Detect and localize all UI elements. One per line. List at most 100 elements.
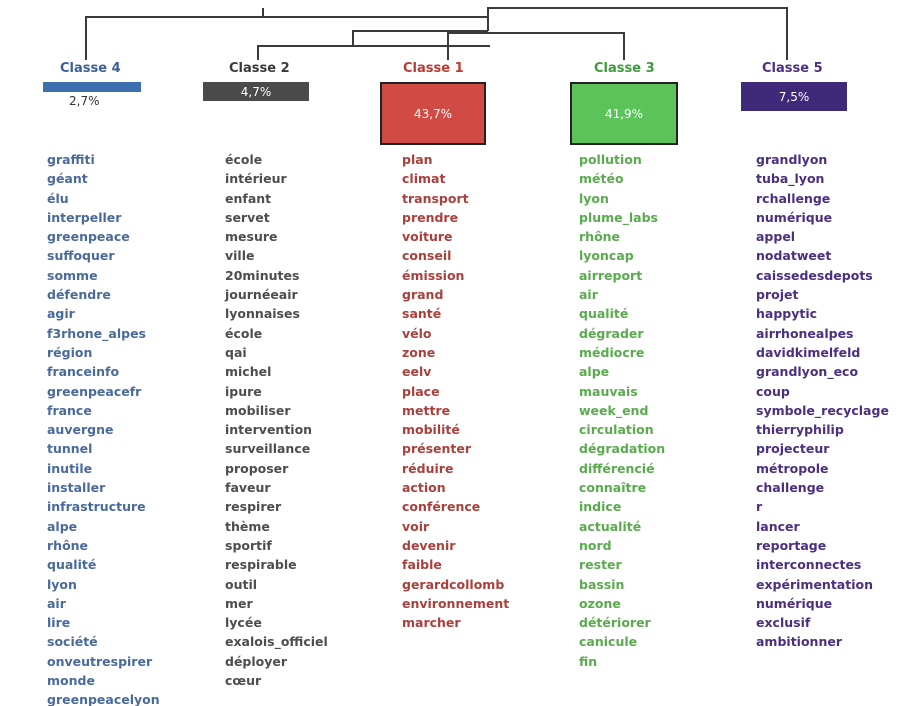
list-item: vélo	[402, 325, 432, 341]
list-item: inutile	[47, 460, 93, 476]
list-item: proposer	[225, 460, 289, 476]
list-item: émission	[402, 267, 465, 283]
list-item: r	[756, 499, 763, 515]
list-item: différencié	[579, 460, 655, 476]
list-item: lire	[47, 615, 71, 631]
list-item: école	[225, 325, 263, 341]
list-item: auvergne	[47, 422, 114, 438]
list-item: installer	[47, 480, 106, 496]
list-item: ambitionner	[756, 634, 842, 650]
list-item: alpe	[47, 518, 78, 534]
list-item: lyoncap	[579, 248, 634, 264]
class-4-bar	[43, 82, 141, 92]
list-item: action	[402, 480, 446, 496]
list-item: lyon	[579, 190, 609, 206]
class-3-title: Classe 3	[594, 61, 655, 76]
list-item: faible	[402, 557, 442, 573]
list-item: interconnectes	[756, 557, 862, 573]
list-item: conseil	[402, 248, 452, 264]
list-item: grandlyon	[756, 152, 828, 167]
list-item: devenir	[402, 537, 456, 553]
list-item: journéeair	[225, 287, 298, 303]
class-4-word-list: graffiti géant élu interpeller greenpeac…	[47, 150, 160, 706]
list-item: 20minutes	[225, 267, 300, 283]
list-item: qualité	[47, 557, 97, 573]
tree-link-mid	[257, 45, 490, 60]
list-item: climat	[402, 171, 446, 187]
list-item: météo	[579, 171, 624, 187]
list-item: indice	[579, 499, 622, 515]
list-item: rhône	[47, 537, 89, 553]
list-item: somme	[47, 267, 98, 283]
list-item: dégrader	[579, 325, 644, 341]
list-item: mettre	[402, 402, 451, 418]
list-item: happytic	[756, 306, 818, 322]
list-item: connaître	[579, 480, 647, 496]
list-item: fin	[579, 653, 598, 669]
list-item: graffiti	[47, 152, 95, 167]
list-item: présenter	[402, 441, 472, 457]
list-item: infrastructure	[47, 499, 146, 515]
list-item: dégradation	[579, 441, 666, 457]
list-item: coup	[756, 383, 790, 399]
list-item: reportage	[756, 537, 827, 553]
list-item: cœur	[225, 673, 262, 689]
list-item: qualité	[579, 306, 629, 322]
list-item: outil	[225, 576, 258, 592]
class-5-title: Classe 5	[762, 61, 823, 76]
list-item: bassin	[579, 576, 625, 592]
list-item: déployer	[225, 653, 288, 669]
list-item: respirer	[225, 499, 282, 515]
list-item: canicule	[579, 634, 638, 650]
tree-link-rest	[487, 7, 788, 60]
list-item: nodatweet	[756, 248, 832, 264]
list-item: surveillance	[225, 441, 311, 457]
tree-link-root	[85, 16, 488, 60]
list-item: rchallenge	[756, 190, 831, 206]
list-item: pollution	[579, 152, 642, 167]
list-item: école	[225, 152, 263, 167]
list-item: qai	[225, 344, 247, 360]
list-item: conférence	[402, 499, 481, 515]
list-item: franceinfo	[47, 364, 120, 380]
list-item: élu	[47, 190, 69, 206]
list-item: détériorer	[579, 615, 651, 631]
list-item: air	[579, 287, 598, 303]
list-item: interpeller	[47, 209, 122, 225]
class-1-bar: 43,7%	[380, 82, 486, 145]
list-item: grandlyon_eco	[756, 364, 859, 380]
list-item: tuba_lyon	[756, 171, 825, 187]
class-2-word-list: école intérieur enfant servet mesure vil…	[225, 150, 328, 690]
list-item: symbole_recyclage	[756, 402, 889, 418]
list-item: exalois_officiel	[225, 634, 328, 650]
list-item: plan	[402, 152, 433, 167]
list-item: davidkimelfeld	[756, 344, 861, 360]
class-2-title: Classe 2	[229, 61, 290, 76]
list-item: région	[47, 344, 93, 360]
list-item: tunnel	[47, 441, 93, 457]
list-item: place	[402, 383, 440, 399]
tree-link-13	[447, 32, 625, 60]
list-item: prendre	[402, 209, 459, 225]
class-5-bar: 7,5%	[741, 82, 847, 111]
list-item: greenpeace	[47, 229, 130, 245]
list-item: appel	[756, 229, 796, 245]
list-item: france	[47, 402, 92, 418]
list-item: lancer	[756, 518, 800, 534]
list-item: rester	[579, 557, 622, 573]
list-item: f3rhone_alpes	[47, 325, 146, 341]
list-item: week_end	[579, 402, 649, 418]
list-item: airreport	[579, 267, 643, 283]
list-item: mobilité	[402, 422, 460, 438]
list-item: servet	[225, 209, 270, 225]
list-item: projecteur	[756, 441, 830, 457]
list-item: nord	[579, 537, 612, 553]
tree-link-mid-stem	[352, 30, 488, 46]
list-item: rhône	[579, 229, 621, 245]
list-item: circulation	[579, 422, 654, 438]
list-item: agir	[47, 306, 75, 322]
list-item: challenge	[756, 480, 825, 496]
class-3-word-list: pollution météo lyon plume_labs rhône ly…	[579, 150, 665, 671]
list-item: exclusif	[756, 615, 811, 631]
class-2-bar: 4,7%	[203, 82, 309, 101]
